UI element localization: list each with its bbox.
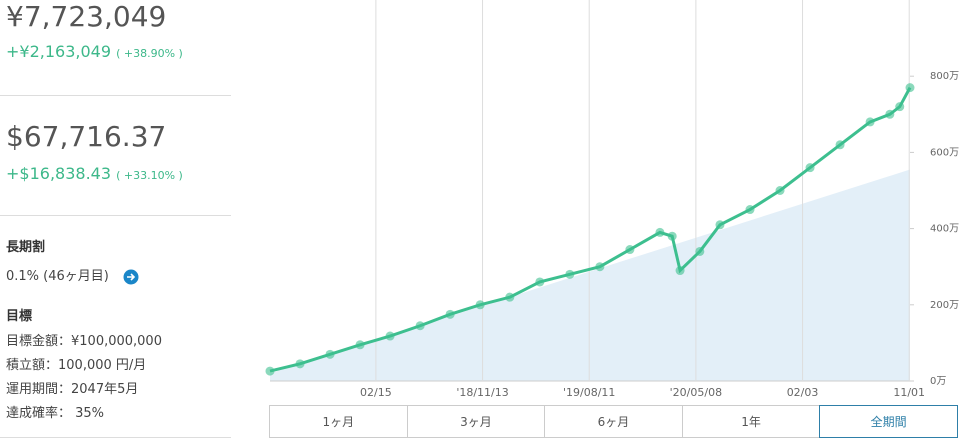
discount-text: 0.1% (46ヶ月目) [6, 269, 109, 284]
range-button[interactable]: 全期間 [819, 405, 958, 438]
range-button[interactable]: 1年 [681, 405, 821, 438]
goal-item: 目標金額：¥100,000,000 [6, 334, 162, 349]
range-buttons: 1ヶ月 3ヶ月 6ヶ月 1年 全期間 [269, 405, 958, 438]
gain-usd-rate: ( +33.10% ) [116, 169, 183, 182]
data-point [625, 245, 635, 255]
data-point [415, 321, 425, 331]
data-point [805, 163, 815, 173]
goal-title: 目標 [6, 309, 33, 324]
principal-area [270, 169, 910, 381]
discount-title: 長期割 [6, 240, 46, 255]
data-point [475, 300, 485, 310]
discount-row: 0.1% (46ヶ月目) [6, 265, 139, 285]
data-point [355, 340, 365, 350]
x-tick-label: 11/01 [893, 386, 925, 399]
data-point [775, 186, 785, 195]
gain-jpy: +¥2,163,049 ( +38.90% ) [6, 42, 183, 61]
total-jpy: ¥7,723,049 [6, 0, 167, 33]
data-point [667, 231, 677, 241]
data-point [675, 266, 685, 276]
gain-jpy-rate: ( +38.90% ) [116, 47, 183, 60]
x-tick-label: '20/05/08 [670, 386, 722, 399]
data-point [265, 366, 275, 376]
range-button[interactable]: 1ヶ月 [269, 405, 408, 438]
x-tick-label: 02/15 [360, 386, 392, 399]
range-button[interactable]: 3ヶ月 [406, 405, 546, 438]
divider [0, 437, 231, 438]
data-point [295, 359, 305, 369]
gain-usd: +$16,838.43 ( +33.10% ) [6, 164, 183, 183]
data-point [835, 140, 845, 150]
divider [0, 215, 231, 216]
value-line [269, 86, 912, 373]
total-usd: $67,716.37 [6, 120, 167, 153]
y-tick-label: 600万 [930, 147, 959, 158]
divider [0, 95, 231, 96]
goal-list: 目標金額：¥100,000,000 積立額：100,000 円/月 運用期間：204… [0, 330, 162, 426]
data-point [325, 349, 335, 359]
data-point [535, 277, 545, 287]
x-tick-label: '19/08/11 [563, 386, 615, 399]
arrow-button[interactable] [123, 269, 139, 285]
data-point [745, 205, 755, 215]
data-point [385, 331, 395, 341]
data-point [715, 220, 725, 230]
y-tick-label: 400万 [930, 224, 959, 235]
data-point [595, 262, 605, 272]
data-point [695, 246, 705, 256]
goal-item: 積立額：100,000 円/月 [6, 358, 147, 373]
goal-item: 達成確率： 35% [6, 406, 105, 421]
data-point [905, 83, 915, 93]
x-tick-label: '18/11/13 [456, 386, 508, 399]
data-point [895, 102, 905, 112]
y-tick-label: 0万 [930, 376, 946, 387]
data-point [505, 292, 515, 302]
x-tick-label: 02/03 [787, 386, 819, 399]
range-button[interactable]: 6ヶ月 [544, 405, 683, 438]
y-tick-label: 200万 [930, 300, 959, 311]
data-point [445, 309, 455, 319]
data-point [865, 117, 875, 127]
chart: 02/15 '18/11/13 '19/08/11 '20/05/08 02/03 11/… [265, 0, 959, 399]
gain-jpy-value: +¥2,163,049 [6, 42, 112, 61]
data-point [655, 227, 665, 237]
data-point [565, 269, 575, 279]
goal-item: 運用期間：2047年5月 [6, 382, 139, 397]
y-tick-label: 800万 [930, 71, 959, 82]
gain-usd-value: +$16,838.43 [6, 164, 112, 183]
data-point [885, 109, 895, 119]
